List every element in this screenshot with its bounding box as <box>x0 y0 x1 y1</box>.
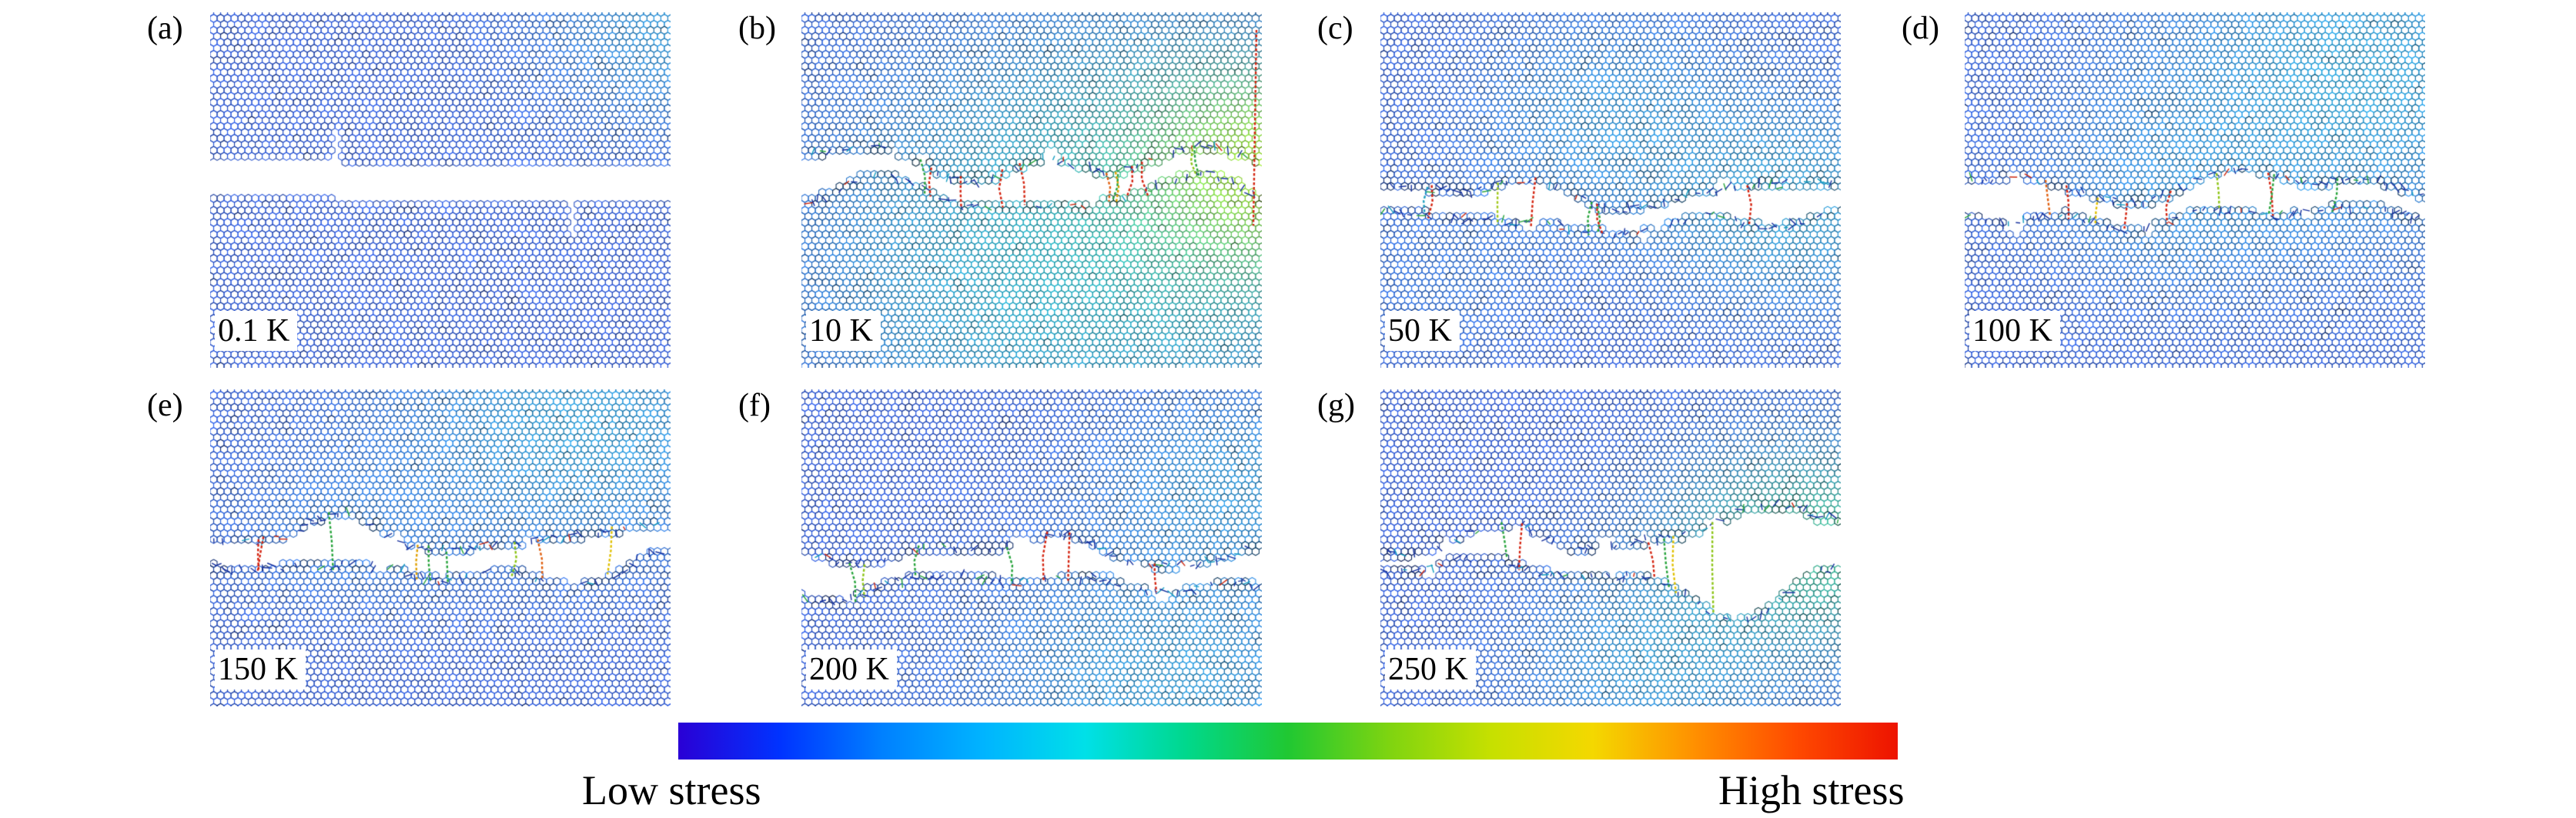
panel-c: (c) 50 K <box>1317 12 1841 368</box>
colorbar-gradient <box>678 723 1898 760</box>
temperature-label-g: 250 K <box>1385 649 1476 689</box>
lattice-snapshot-a <box>210 12 671 368</box>
temperature-label-b: 10 K <box>806 310 881 351</box>
colorbar-high-label: High stress <box>1718 767 1905 813</box>
panel-e: (e) 150 K <box>147 389 671 706</box>
lattice-snapshot-d <box>1965 12 2425 368</box>
lattice-snapshot-c <box>1380 12 1841 368</box>
temperature-label-f: 200 K <box>806 649 897 689</box>
panel-a: (a) 0.1 K <box>147 12 671 368</box>
panel-label-e: (e) <box>147 388 183 423</box>
temperature-label-d: 100 K <box>1969 310 2060 351</box>
panel-g: (g) 250 K <box>1317 389 1841 706</box>
panel-label-g: (g) <box>1317 388 1355 423</box>
panel-f: (f) 200 K <box>738 389 1262 706</box>
colorbar-low-label: Low stress <box>582 767 761 813</box>
panel-label-b: (b) <box>738 11 776 46</box>
panel-label-f: (f) <box>738 388 771 423</box>
temperature-label-a: 0.1 K <box>215 310 298 351</box>
lattice-snapshot-b <box>801 12 1262 368</box>
panel-label-c: (c) <box>1317 11 1353 46</box>
panel-d: (d) 100 K <box>1902 12 2425 368</box>
panel-label-d: (d) <box>1902 11 1939 46</box>
panel-label-a: (a) <box>147 11 183 46</box>
temperature-label-c: 50 K <box>1385 310 1460 351</box>
temperature-label-e: 150 K <box>215 649 306 689</box>
panel-b: (b) 10 K <box>738 12 1262 368</box>
